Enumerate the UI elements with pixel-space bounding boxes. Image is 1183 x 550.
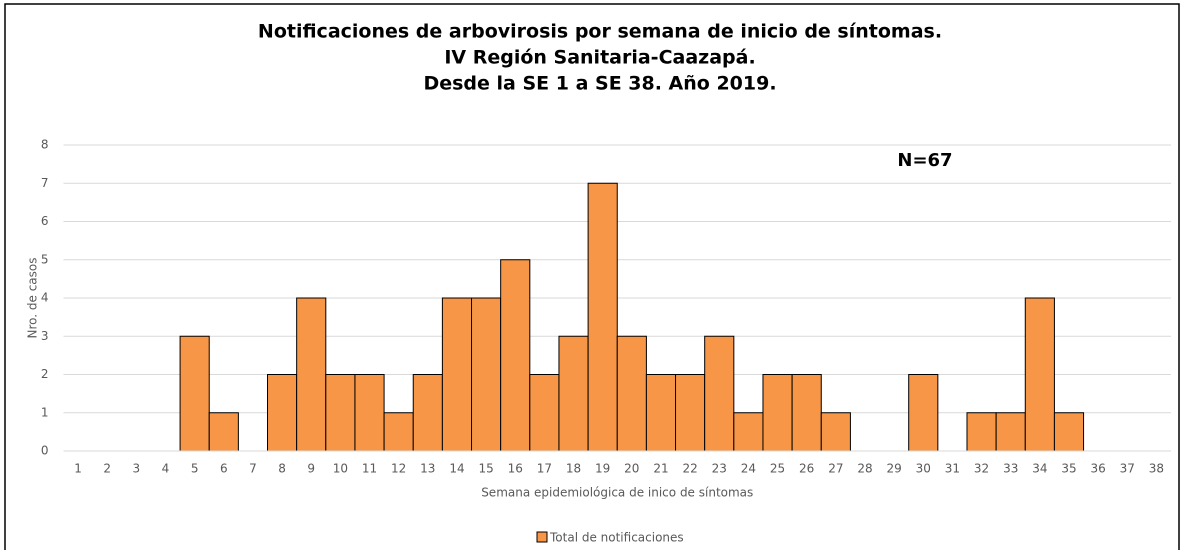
x-tick-label: 13 (420, 462, 435, 476)
bar (558, 335, 589, 452)
x-tick-label: 37 (1120, 462, 1135, 476)
x-tick-label: 20 (624, 462, 639, 476)
y-tick-label: 4 (41, 291, 49, 305)
bar (441, 297, 473, 452)
x-tick-label: 10 (333, 462, 348, 476)
bar (820, 412, 851, 452)
bar (412, 374, 443, 452)
x-tick-label: 3 (133, 462, 141, 476)
bar (645, 374, 677, 452)
bar (587, 182, 618, 452)
bar (267, 374, 298, 452)
x-tick-label: 15 (478, 462, 493, 476)
bar (791, 374, 822, 452)
legend-label: Total de notificaciones (549, 531, 684, 545)
x-tick-label: 12 (391, 462, 406, 476)
x-tick-label: 11 (362, 462, 377, 476)
x-tick-label: 1 (74, 462, 82, 476)
x-tick-label: 16 (508, 462, 523, 476)
x-tick-label: 31 (945, 462, 960, 476)
bar (325, 374, 356, 452)
chart-title: Desde la SE 1 a SE 38. Año 2019. (423, 73, 776, 95)
y-tick-label: 3 (41, 329, 49, 343)
annotation: N=67 (897, 150, 952, 171)
x-tick-label: 28 (857, 462, 872, 476)
x-tick-label: 25 (770, 462, 785, 476)
x-tick-label: 18 (566, 462, 581, 476)
bar (966, 412, 997, 452)
bar (383, 412, 414, 452)
x-tick-label: 38 (1149, 462, 1164, 476)
x-tick-label: 19 (595, 462, 610, 476)
y-axis-label: Nro. de casos (26, 257, 40, 338)
bar (1024, 297, 1055, 452)
x-tick-label: 7 (249, 462, 257, 476)
x-tick-label: 9 (307, 462, 315, 476)
x-tick-label: 8 (278, 462, 286, 476)
x-tick-label: 17 (537, 462, 552, 476)
x-tick-label: 29 (886, 462, 901, 476)
legend-swatch (536, 531, 548, 543)
x-tick-label: 22 (682, 462, 697, 476)
x-axis-label: Semana epidemiológica de inico de síntom… (481, 486, 753, 500)
x-tick-label: 34 (1032, 462, 1047, 476)
y-tick-label: 2 (41, 367, 49, 381)
y-tick-label: 5 (41, 252, 49, 266)
bar (471, 297, 502, 452)
x-tick-label: 24 (741, 462, 756, 476)
bar (179, 335, 210, 452)
x-tick-label: 33 (1003, 462, 1018, 476)
chart-title: Notificaciones de arbovirosis por semana… (258, 21, 942, 43)
bar (354, 374, 385, 452)
y-tick-label: 1 (41, 405, 49, 419)
x-tick-label: 5 (191, 462, 199, 476)
bar (733, 412, 764, 452)
bar (1053, 412, 1085, 452)
bar (762, 374, 793, 452)
x-tick-label: 6 (220, 462, 228, 476)
bar (675, 374, 706, 452)
bar (500, 259, 531, 452)
y-tick-label: 7 (41, 176, 49, 190)
bar (908, 374, 939, 452)
y-tick-label: 6 (41, 214, 49, 228)
x-tick-label: 23 (712, 462, 727, 476)
x-tick-label: 26 (799, 462, 814, 476)
y-tick-label: 8 (41, 138, 49, 152)
bar (704, 335, 735, 452)
x-tick-label: 32 (974, 462, 989, 476)
x-tick-label: 36 (1090, 462, 1105, 476)
y-tick-label: 0 (41, 444, 49, 458)
chart-title: IV Región Sanitaria-Caazapá. (444, 47, 755, 69)
x-tick-label: 21 (653, 462, 668, 476)
x-tick-label: 4 (162, 462, 170, 476)
x-tick-label: 35 (1061, 462, 1076, 476)
x-tick-label: 30 (916, 462, 931, 476)
x-tick-label: 27 (828, 462, 843, 476)
bar (296, 297, 327, 452)
frame (4, 3, 1180, 550)
bar (208, 412, 239, 452)
x-tick-label: 2 (103, 462, 111, 476)
bar (995, 412, 1026, 452)
x-tick-label: 14 (449, 462, 464, 476)
bar (616, 335, 647, 452)
bar (529, 374, 560, 452)
